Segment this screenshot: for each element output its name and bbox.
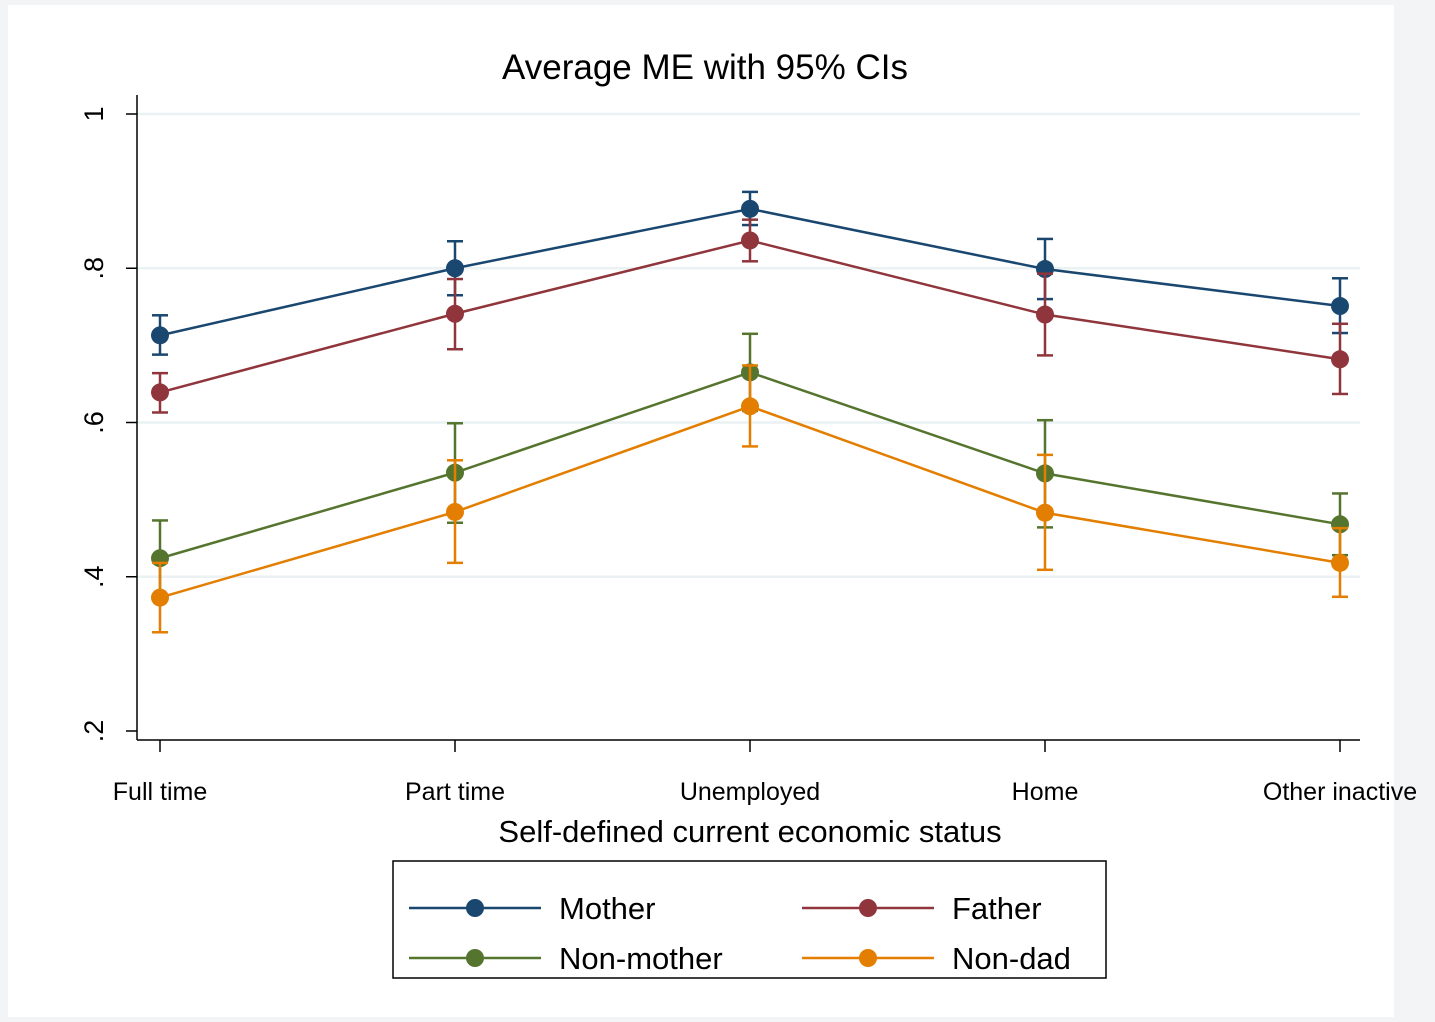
data-point — [1036, 305, 1054, 324]
legend-entry: Mother — [409, 891, 655, 926]
data-point — [741, 199, 759, 218]
x-tick-label: Full time — [113, 778, 207, 806]
y-tick-label: .8 — [79, 257, 109, 280]
data-point — [741, 231, 759, 250]
x-tick-label: Unemployed — [680, 778, 820, 806]
y-tick-label: .2 — [79, 720, 109, 743]
legend-label: Mother — [559, 891, 655, 926]
legend: Mother Father Non-mother Non-dad — [392, 860, 1107, 979]
legend-marker — [466, 899, 484, 917]
legend-entry: Father — [802, 891, 1042, 926]
gridlines — [137, 112, 1360, 578]
legend-marker — [859, 899, 877, 917]
series-layer — [151, 190, 1349, 634]
x-tick-label: Home — [1012, 778, 1079, 806]
chart-background — [8, 5, 1394, 1017]
data-point — [151, 383, 169, 402]
series-father — [151, 218, 1349, 414]
legend-label: Non-dad — [952, 941, 1071, 976]
data-point — [151, 326, 169, 345]
y-tick-label: .4 — [79, 565, 109, 588]
data-point — [1331, 350, 1349, 369]
y-tick-label: 1 — [79, 106, 109, 121]
x-axis-title: Self-defined current economic status — [498, 814, 1001, 849]
data-point — [446, 304, 464, 323]
data-point — [1331, 553, 1349, 572]
x-axis-ticks: Full time Part time Unemployed Home Other in… — [113, 740, 1417, 806]
data-point — [1331, 297, 1349, 316]
series-non-dad — [151, 364, 1349, 634]
legend-marker — [466, 949, 484, 967]
x-tick-label: Other inactive — [1263, 778, 1417, 806]
legend-entry: Non-mother — [409, 941, 723, 976]
y-axis-ticks: .2 .4 .6 .8 1 — [79, 106, 137, 742]
y-tick-label: .6 — [79, 411, 109, 434]
data-point — [1036, 503, 1054, 522]
legend-entry: Non-dad — [802, 941, 1071, 976]
data-point — [741, 397, 759, 416]
legend-marker — [859, 949, 877, 967]
data-point — [446, 259, 464, 278]
chart-title: Average ME with 95% CIs — [502, 48, 908, 87]
legend-label: Father — [952, 891, 1042, 926]
data-point — [151, 588, 169, 607]
legend-label: Non-mother — [559, 941, 723, 976]
data-point — [446, 502, 464, 521]
x-tick-label: Part time — [405, 778, 505, 806]
